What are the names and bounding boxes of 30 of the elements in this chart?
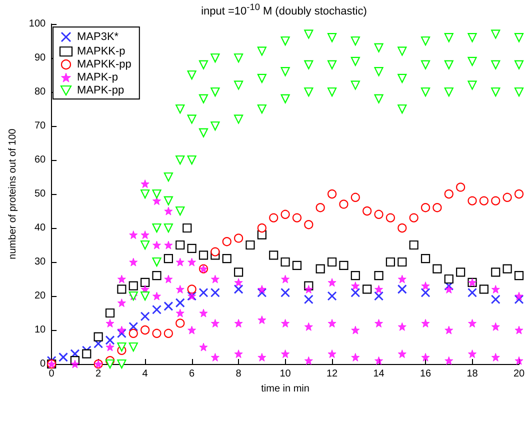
chart-title: input =10$^{-10}$ M (doubly stochastic): [200, 2, 368, 18]
legend-label: MAPKK-p: [77, 46, 126, 58]
x-tick-label: 2: [96, 368, 102, 380]
y-tick-label: 30: [34, 256, 46, 268]
x-tick-label: 12: [326, 368, 338, 380]
y-tick-label: 80: [34, 86, 46, 98]
legend-label: MAPK-p: [77, 72, 118, 84]
y-tick-label: 70: [34, 120, 46, 132]
y-tick-label: 40: [34, 222, 46, 234]
legend-label: MAPKK-pp: [77, 58, 132, 70]
y-tick-label: 100: [28, 18, 46, 30]
x-tick-label: 0: [48, 368, 55, 380]
x-axis-title: time in min: [261, 383, 310, 394]
x-tick-label: 16: [420, 368, 432, 380]
legend-label: MAPK-pp: [77, 84, 124, 96]
y-axis-title: number of proteins out of 100: [8, 128, 18, 260]
x-tick-label: 8: [236, 368, 242, 380]
y-tick-label: 10: [34, 324, 46, 336]
x-tick-label: 14: [373, 368, 385, 380]
legend-label: MAP3K*: [77, 31, 120, 43]
x-tick-label: 4: [142, 368, 148, 380]
y-tick-label: 90: [34, 52, 46, 64]
y-tick-label: 60: [34, 154, 46, 166]
x-tick-label: 20: [513, 368, 525, 380]
y-tick-label: 50: [34, 188, 46, 200]
x-tick-label: 10: [280, 368, 292, 380]
y-tick-label: 0: [40, 358, 46, 370]
y-tick-label: 20: [34, 290, 46, 302]
x-tick-label: 6: [189, 368, 196, 380]
x-tick-label: 18: [466, 368, 478, 380]
